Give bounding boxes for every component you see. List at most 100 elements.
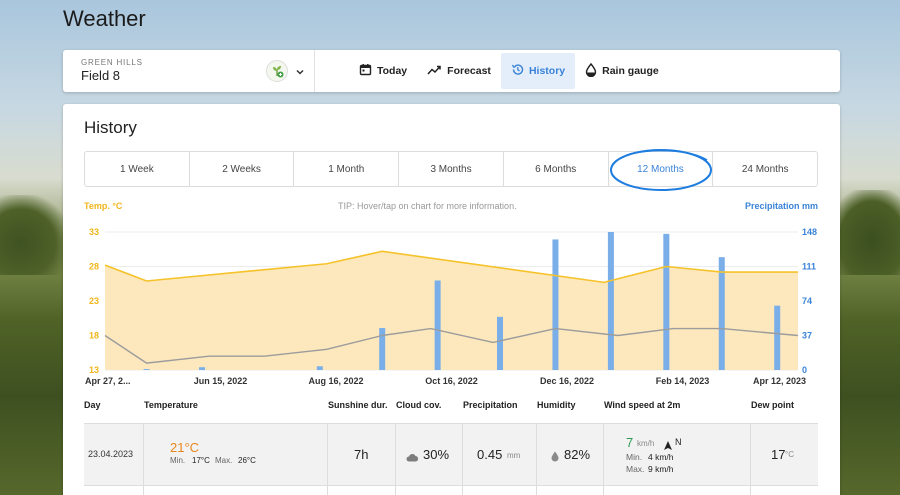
cell-cloud: 30%	[396, 424, 463, 485]
field-selector[interactable]: GREEN HILLS Field 8	[63, 50, 315, 92]
col-wind: Wind speed at 2m	[604, 400, 681, 410]
right-tick-label: 74	[802, 296, 812, 306]
right-tick-label: 0	[802, 365, 807, 375]
row-wind-max: 9 km/h	[648, 464, 674, 474]
row-date: 23.04.2023	[88, 449, 134, 459]
range-1-week[interactable]: 1 Week	[85, 152, 190, 186]
background-trees-left	[0, 195, 70, 275]
range-1-month[interactable]: 1 Month	[294, 152, 400, 186]
tab-today[interactable]: Today	[349, 53, 417, 89]
right-tick-label: 37	[802, 331, 812, 341]
field-name: Field 8	[81, 68, 121, 83]
precip-bar	[497, 316, 504, 370]
x-tick-label: Jun 15, 2022	[194, 376, 248, 386]
precip-bar	[552, 239, 559, 370]
range-2-weeks[interactable]: 2 Weeks	[190, 152, 295, 186]
precip-bar	[199, 367, 206, 370]
field-farm-name: GREEN HILLS	[81, 58, 143, 67]
precip-bar	[663, 233, 670, 370]
top-bar: GREEN HILLS Field 8 Today Forec	[63, 50, 840, 92]
cell-temperature: 21°C Min. 17°C Max. 26°C	[144, 424, 328, 485]
left-tick-label: 18	[89, 331, 99, 341]
left-tick-label: 23	[89, 296, 99, 306]
row-dew: 17	[771, 447, 786, 462]
cell-spacer	[84, 486, 144, 495]
tab-label: History	[528, 65, 566, 77]
row-wind-dir: N	[675, 437, 682, 447]
col-precip: Precipitation	[463, 400, 518, 410]
col-cloud: Cloud cov.	[396, 400, 442, 410]
range-6-months[interactable]: 6 Months	[504, 152, 609, 186]
history-chart[interactable]: 33 148 28 111 23 74 18 37 13 0 Apr 27, 2... Jun 15,…	[63, 222, 840, 392]
col-temperature: Temperature	[144, 400, 198, 410]
history-title: History	[84, 118, 137, 137]
table-header: Day Temperature Sunshine dur. Cloud cov.…	[84, 400, 818, 416]
wind-direction-icon	[664, 437, 672, 455]
precip-bar	[316, 366, 323, 370]
page-title: Weather	[63, 6, 146, 31]
row-humidity: 82%	[564, 447, 591, 462]
highlight-circle	[609, 149, 712, 191]
row-precip-unit: mm	[507, 451, 521, 460]
precip-bar	[143, 369, 150, 370]
row-precip: 0.45	[477, 447, 503, 462]
row-temp-min-label: Min.	[170, 456, 186, 465]
history-card: History 1 Week 2 Weeks 1 Month 3 Months …	[63, 104, 840, 495]
row-dew-unit: °C	[785, 450, 794, 459]
precip-bar	[607, 232, 614, 370]
tab-rain-gauge[interactable]: Rain gauge	[575, 53, 669, 89]
range-12-months[interactable]: 12 Months	[609, 149, 714, 191]
range-3-months[interactable]: 3 Months	[399, 152, 504, 186]
cell-spacer	[144, 486, 328, 495]
trend-icon	[427, 64, 442, 79]
precip-bar	[718, 257, 725, 370]
cell-spacer	[604, 486, 751, 495]
row-wind-max-label: Max.	[626, 464, 645, 474]
row-temp-max-label: Max.	[215, 456, 233, 465]
calendar-icon	[359, 63, 372, 79]
precip-bar	[379, 328, 386, 370]
droplet-icon	[551, 449, 559, 467]
row-sunshine: 7h	[354, 447, 369, 462]
right-tick-label: 111	[802, 262, 816, 272]
chevron-down-icon[interactable]	[295, 64, 305, 82]
chart-tip: TIP: Hover/tap on chart for more informa…	[338, 201, 517, 211]
max-temp-area	[105, 251, 798, 370]
cell-spacer	[537, 486, 604, 495]
table-row-next	[84, 485, 818, 495]
left-tick-label: 28	[89, 262, 99, 272]
table-row[interactable]: 23.04.2023 21°C Min. 17°C Max. 26°C 7h 3…	[84, 423, 818, 485]
crop-icon	[266, 60, 288, 82]
tab-label: Today	[377, 65, 408, 77]
max-temp-line	[104, 250, 798, 284]
cell-sunshine: 7h	[328, 424, 396, 485]
x-tick-label: Aug 16, 2022	[308, 376, 363, 386]
range-24-months[interactable]: 24 Months	[741, 163, 789, 175]
cell-spacer	[751, 486, 818, 495]
cell-humidity: 82%	[537, 424, 604, 485]
left-tick-label: 13	[89, 365, 99, 375]
cell-dew: 17 °C	[751, 424, 818, 485]
col-humidity: Humidity	[537, 400, 576, 410]
cell-spacer	[463, 486, 537, 495]
range-selector: 1 Week 2 Weeks 1 Month 3 Months 6 Months…	[84, 149, 818, 191]
row-temp-max: 26°C	[238, 456, 256, 465]
row-temp: 21°C	[170, 440, 200, 455]
x-tick-label: Dec 16, 2022	[540, 376, 594, 386]
raindrop-icon	[585, 62, 597, 80]
precip-bar	[774, 305, 781, 370]
row-cloud: 30%	[423, 447, 450, 462]
tab-history[interactable]: History	[500, 53, 576, 89]
cell-wind: 7 km/h N Min. 4 km/h Max. 9 km/h	[604, 424, 751, 485]
tab-forecast[interactable]: Forecast	[417, 53, 501, 89]
row-wind-min: 4 km/h	[648, 452, 674, 462]
col-dew: Dew point	[751, 400, 794, 410]
left-tick-label: 33	[89, 227, 99, 237]
background-trees-right	[830, 190, 900, 275]
cloud-icon	[406, 449, 419, 467]
col-sunshine: Sunshine dur.	[328, 400, 388, 410]
row-wind-unit: km/h	[637, 439, 655, 448]
precip-axis-label: Precipitation mm	[744, 201, 818, 211]
right-tick-label: 148	[802, 227, 817, 237]
tab-label: Forecast	[447, 65, 491, 77]
